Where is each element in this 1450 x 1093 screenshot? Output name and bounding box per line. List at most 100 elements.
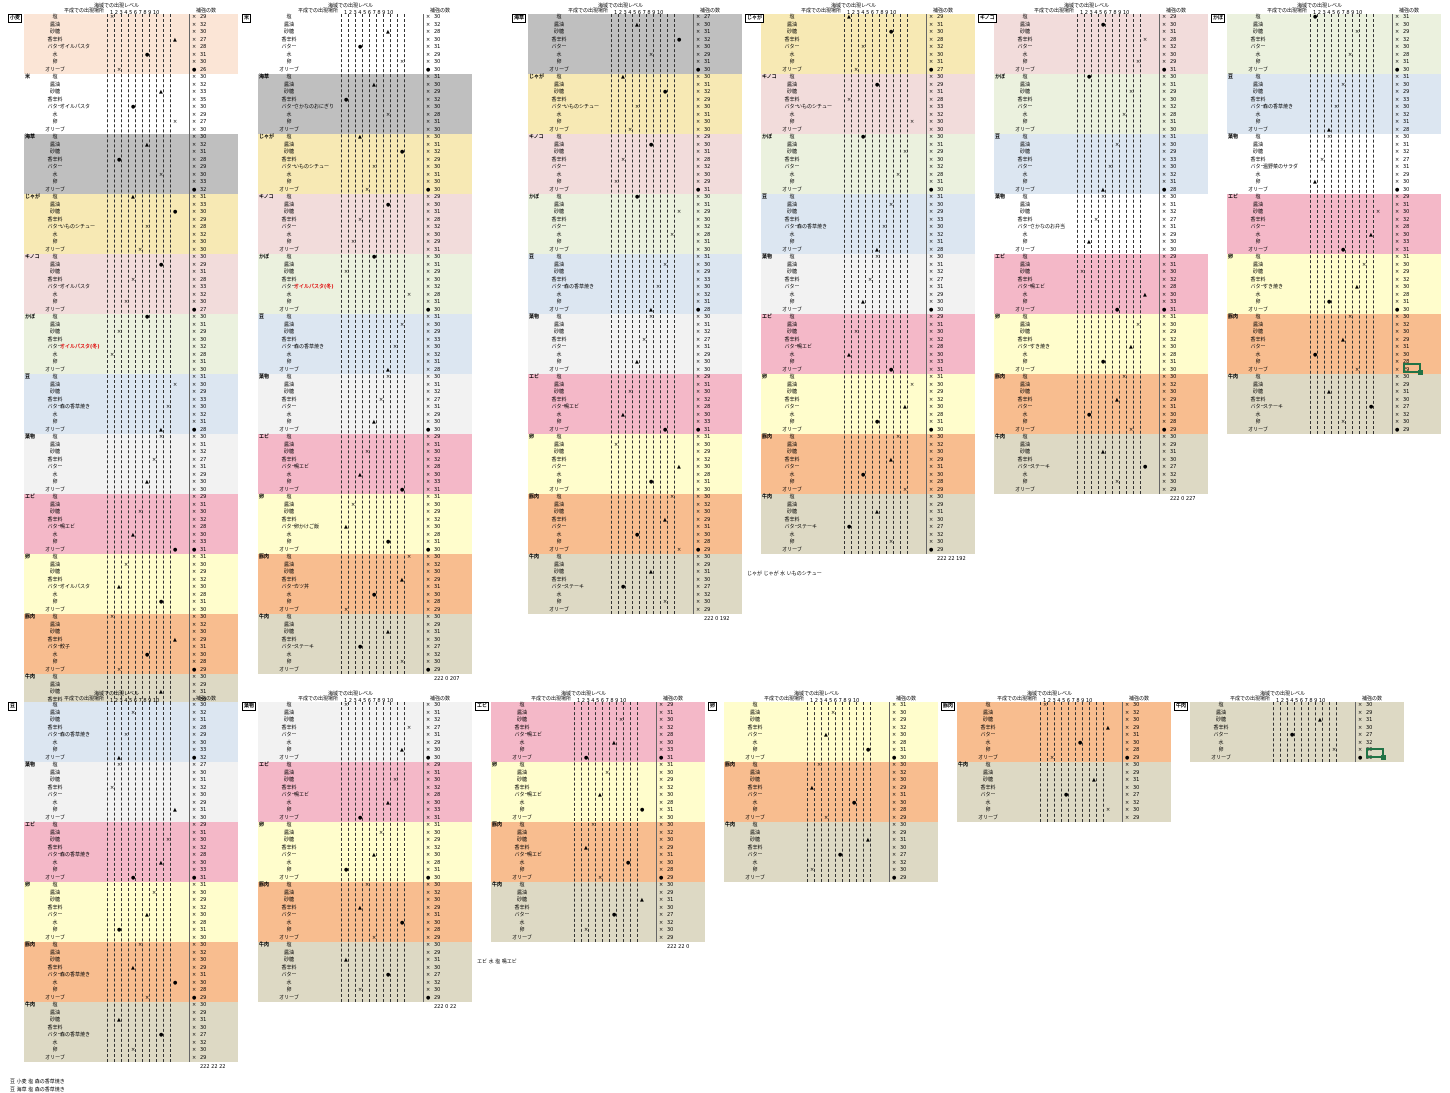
selected-cell[interactable] <box>1366 748 1386 760</box>
ingredient-name: バター <box>548 104 570 111</box>
ingredient-row: 水 × 30 <box>761 52 975 59</box>
count-value: 32 <box>200 517 206 524</box>
ingredient-row: 塩 × 31 <box>528 434 742 441</box>
ingredient-name: 塩 <box>1247 314 1269 321</box>
count-value: 30 <box>1403 307 1409 314</box>
level-column-guide <box>404 14 405 674</box>
ingredient-row: バター ▲ × 30 <box>24 912 238 919</box>
x-mark: ● <box>1125 755 1129 762</box>
ingredient-row: バター 温野菜のサラダ × 31 <box>1227 164 1441 171</box>
x-mark: × <box>696 329 700 336</box>
level-column-guide <box>616 702 617 942</box>
ingredient-row: 水×32 <box>724 860 938 867</box>
ingredient-row: 卵 × 28 <box>491 867 705 874</box>
x-mark: ● <box>192 427 196 434</box>
ingredient-name: 香辛料 <box>548 577 570 584</box>
count-value: 30 <box>667 927 673 934</box>
x-mark: × <box>192 697 196 704</box>
ingredient-row: 醤油 ● × 29 <box>761 82 975 89</box>
group-band <box>761 314 975 374</box>
count-value: 31 <box>1170 202 1176 209</box>
level-mark: × <box>882 224 886 231</box>
ingredient-row: 砂糖 × × 30 <box>258 777 472 784</box>
count-value: 33 <box>200 284 206 291</box>
count-value: 30 <box>1170 479 1176 486</box>
ingredient-name: オリーブ <box>1014 67 1036 74</box>
x-mark: × <box>426 247 430 254</box>
count-value: 31 <box>704 427 710 434</box>
ingredient-row: 塩 × 30 <box>24 134 238 141</box>
ingredient-row: 卵 ▲ × 30 <box>528 359 742 366</box>
x-mark: × <box>929 277 933 284</box>
selected-cell[interactable] <box>1403 363 1423 375</box>
count-value: 31 <box>434 44 440 51</box>
x-mark: × <box>426 569 430 576</box>
count-header: 補強の数 <box>896 695 916 702</box>
ingredient-row: 砂糖 × 29 <box>1227 269 1441 276</box>
level-mark: ▲ <box>612 740 616 747</box>
count-value: 31 <box>1403 119 1409 126</box>
count-value: 30 <box>937 299 943 306</box>
count-value: 31 <box>1170 29 1176 36</box>
ingredient-row: 香辛料 × 30 <box>528 577 742 584</box>
ingredient-name: 砂糖 <box>744 777 766 784</box>
ingredient-name: 水 <box>44 1040 66 1047</box>
x-mark: × <box>1395 419 1399 426</box>
count-value: 28 <box>1170 352 1176 359</box>
ingredient-row: 醤油 × × 30 <box>724 710 938 717</box>
count-value: 30 <box>937 494 943 501</box>
ingredient-name: バター <box>744 732 766 739</box>
level-column-guide <box>602 702 603 942</box>
x-mark: × <box>929 449 933 456</box>
count-value: 30 <box>937 427 943 434</box>
ingredient-name: 水 <box>1014 232 1036 239</box>
ingredient-name: 砂糖 <box>1210 717 1232 724</box>
count-value: 30 <box>434 659 440 666</box>
x-mark: × <box>192 957 196 964</box>
level-column-guide <box>163 702 164 1062</box>
ingredient-name: 香辛料 <box>44 337 66 344</box>
ingredient-row: バター ● × 27 <box>957 792 1171 799</box>
x-mark: × <box>929 52 933 59</box>
count-value: 31 <box>937 89 943 96</box>
ingredient-name: オリーブ <box>278 427 300 434</box>
ingredient-name: 砂糖 <box>1014 29 1036 36</box>
ingredient-name: 卵 <box>548 599 570 606</box>
ingredient-row: 香辛料 × 32 <box>1227 217 1441 224</box>
ingredient-row: 香辛料 × 32 <box>258 845 472 852</box>
ingredient-name: 卵 <box>511 867 533 874</box>
ingredient-row: バター ▲ × 30 <box>528 464 742 471</box>
ingredient-row: 醤油 × × 30 <box>258 322 472 329</box>
ingredient-name: 香辛料 <box>1247 217 1269 224</box>
ingredient-name: 卵 <box>44 1047 66 1054</box>
count-value: 28 <box>434 599 440 606</box>
ingredient-row: 水 × 31 <box>528 112 742 119</box>
ingredient-name: 醤油 <box>1014 262 1036 269</box>
ingredient-name: 塩 <box>278 434 300 441</box>
x-mark: × <box>192 82 196 89</box>
level-mark: × <box>110 14 114 21</box>
x-mark: × <box>892 792 896 799</box>
dish-name: いものシチュー <box>60 224 95 231</box>
x-mark: × <box>426 224 430 231</box>
x-mark: × <box>1125 740 1129 747</box>
x-mark: × <box>1162 352 1166 359</box>
count-value: 32 <box>1133 710 1139 717</box>
ingredient-row: 砂糖 ● × 30 <box>761 29 975 36</box>
count-value: 30 <box>704 367 710 374</box>
level-column-guide <box>121 702 122 1062</box>
count-value: 30 <box>704 284 710 291</box>
level-mark: × <box>670 232 674 239</box>
count-value: 32 <box>200 449 206 456</box>
ingredient-name: 水 <box>1014 172 1036 179</box>
group-label: 葉物 <box>528 314 540 321</box>
count-value: 32 <box>200 412 206 419</box>
x-mark: × <box>426 785 430 792</box>
group-label: 豚肉 <box>528 494 540 501</box>
x-mark: × <box>1395 202 1399 209</box>
count-value: 32 <box>434 980 440 987</box>
ingredient-row: 醤油 × 29 <box>258 622 472 629</box>
x-mark: × <box>192 577 196 584</box>
ingredient-row: 醤油 × 32 <box>528 502 742 509</box>
ingredient-row: 水 ● × 30 <box>24 652 238 659</box>
